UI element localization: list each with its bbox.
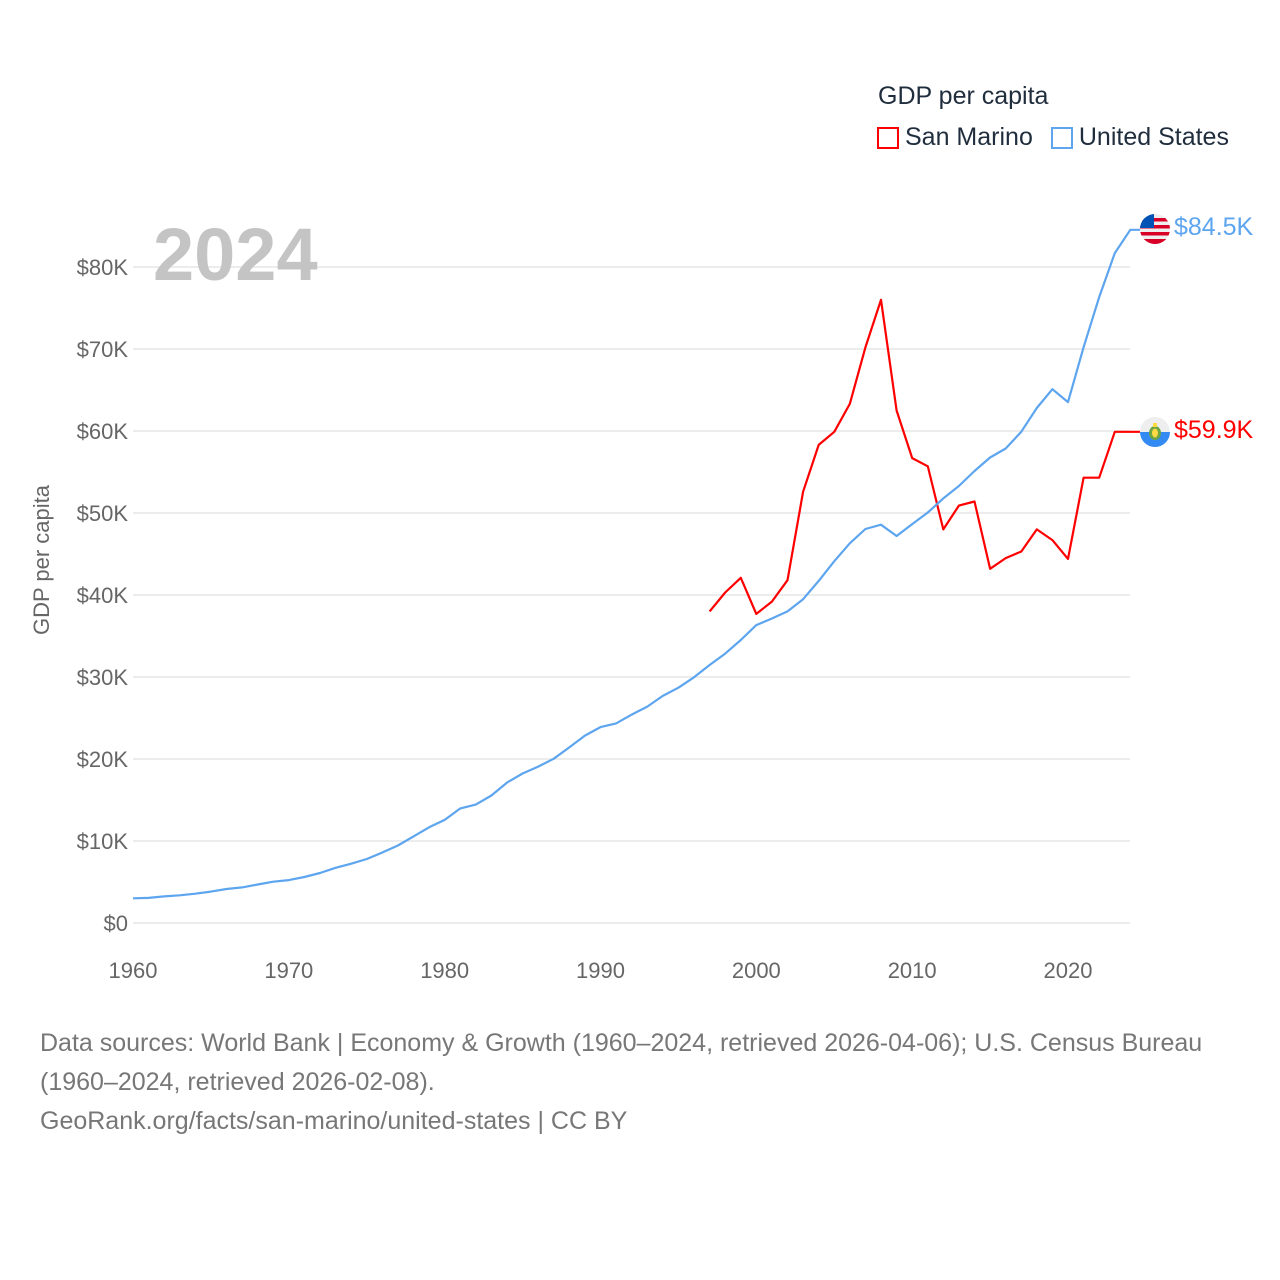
flags	[1140, 214, 1170, 447]
legend-item-united-states[interactable]: United States	[1050, 123, 1229, 152]
grid	[133, 266, 1130, 924]
y-tick-label: $20K	[77, 747, 129, 772]
y-tick-label: $80K	[77, 255, 129, 280]
legend-swatch	[1050, 126, 1073, 149]
series-line-san-marino	[708, 298, 1140, 616]
x-tick-label: 1960	[109, 958, 158, 983]
legend: San Marino United States	[877, 123, 1229, 152]
series-line-united-states	[132, 228, 1140, 900]
series-lines	[132, 228, 1140, 900]
legend-swatch	[877, 126, 899, 149]
united-states-flag-icon	[1140, 214, 1170, 244]
y-tick-label: $40K	[77, 583, 129, 608]
current-year-label: 2024	[153, 213, 318, 296]
x-tick-label: 1980	[420, 958, 469, 983]
credit-link[interactable]: GeoRank.org/facts/san-marino/united-stat…	[40, 1107, 628, 1135]
legend-label: United States	[1078, 123, 1229, 151]
san-marino-flag-icon	[1140, 417, 1170, 447]
y-tick-label: $30K	[77, 665, 129, 690]
san-marino-end-label: $59.9K	[1174, 416, 1254, 444]
united-states-end-label: $84.5K	[1174, 213, 1254, 241]
y-axis-label: GDP per capita	[29, 484, 54, 636]
x-tick-label: 2010	[888, 958, 937, 983]
y-tick-label: $0	[104, 911, 128, 936]
y-tick-label: $50K	[77, 501, 129, 526]
x-tick-label: 1990	[576, 958, 625, 983]
legend-title: GDP per capita	[878, 82, 1049, 110]
y-axis: $0 $10K $20K $30K $40K $50K $60K $70K $80K	[77, 255, 129, 936]
x-tick-label: 2000	[732, 958, 781, 983]
legend-item-san-marino[interactable]: San Marino	[877, 123, 1033, 152]
legend-label: San Marino	[905, 123, 1033, 151]
y-tick-label: $60K	[77, 419, 129, 444]
x-tick-label: 2020	[1044, 958, 1093, 983]
y-tick-label: $10K	[77, 829, 129, 854]
x-tick-label: 1970	[264, 958, 313, 983]
footer: Data sources: World Bank | Economy & Gro…	[40, 1024, 1240, 1141]
y-tick-label: $70K	[77, 337, 129, 362]
data-sources: Data sources: World Bank | Economy & Gro…	[40, 1029, 1203, 1096]
x-axis: 1960 1970 1980 1990 2000 2010 2020	[109, 958, 1093, 983]
